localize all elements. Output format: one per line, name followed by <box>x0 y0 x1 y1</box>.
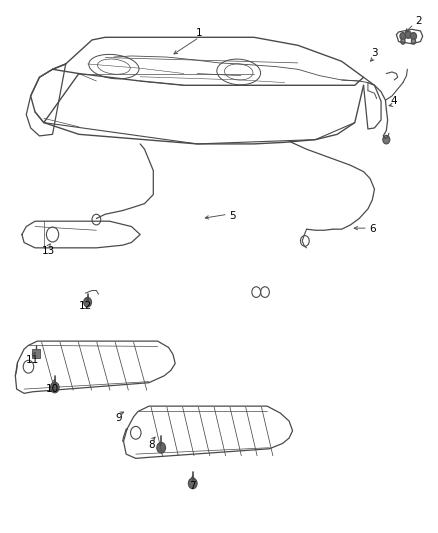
Circle shape <box>157 442 166 453</box>
Text: 4: 4 <box>391 96 398 106</box>
Circle shape <box>411 39 416 44</box>
Circle shape <box>50 382 59 393</box>
Circle shape <box>410 33 417 40</box>
Text: 1: 1 <box>196 28 203 38</box>
Circle shape <box>188 478 197 489</box>
Bar <box>32 349 40 358</box>
Text: 3: 3 <box>371 49 378 58</box>
Text: 12: 12 <box>79 302 92 311</box>
Text: 10: 10 <box>46 384 59 394</box>
Circle shape <box>401 39 405 44</box>
Text: 6: 6 <box>369 224 376 234</box>
Text: 9: 9 <box>115 414 122 423</box>
Text: 2: 2 <box>415 17 422 26</box>
Circle shape <box>383 135 390 144</box>
Text: 13: 13 <box>42 246 55 255</box>
Text: 8: 8 <box>148 440 155 450</box>
Text: 7: 7 <box>189 481 196 491</box>
Circle shape <box>400 33 406 40</box>
Text: 5: 5 <box>229 211 236 221</box>
Circle shape <box>84 297 92 307</box>
Text: 11: 11 <box>26 355 39 365</box>
Circle shape <box>405 31 411 38</box>
